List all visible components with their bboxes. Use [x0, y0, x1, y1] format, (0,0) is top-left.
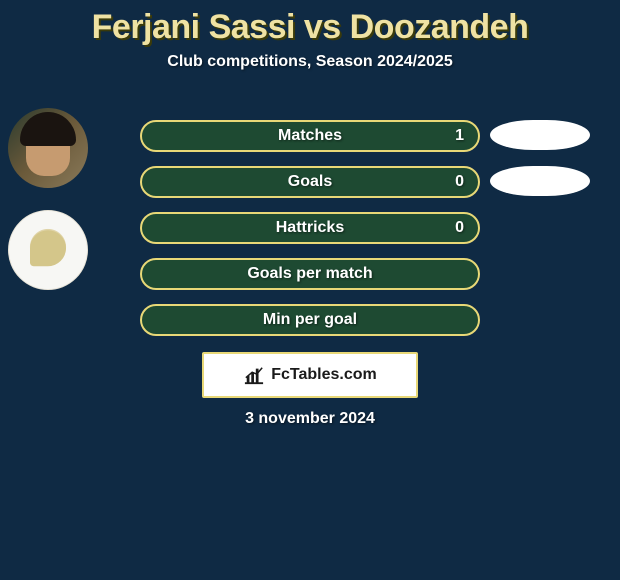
stat-label: Hattricks [276, 219, 344, 237]
stat-row-matches: Matches 1 [140, 120, 480, 152]
pill [490, 120, 590, 150]
stats-rows: Matches 1 Goals 0 Hattricks 0 Goals per … [140, 120, 480, 336]
source-logo-text: FcTables.com [271, 366, 377, 384]
stat-value: 0 [455, 219, 464, 237]
stat-row-goals: Goals 0 [140, 166, 480, 198]
stat-row-min-per-goal: Min per goal [140, 304, 480, 336]
stat-value: 1 [455, 127, 464, 145]
page-title: Ferjani Sassi vs Doozandeh [0, 0, 620, 51]
stat-row-hattricks: Hattricks 0 [140, 212, 480, 244]
subtitle: Club competitions, Season 2024/2025 [0, 53, 620, 71]
stat-label: Goals per match [247, 265, 372, 283]
avatar-hair [20, 112, 76, 146]
pill [490, 166, 590, 196]
avatar-doozandeh [8, 210, 88, 290]
source-logo-box: FcTables.com [202, 352, 418, 398]
title-text: Ferjani Sassi vs Doozandeh [92, 8, 529, 47]
stat-label: Matches [278, 127, 342, 145]
avatar-face [26, 120, 70, 176]
bar-chart-icon [243, 365, 265, 385]
stat-label: Min per goal [263, 311, 357, 329]
date-text: 3 november 2024 [0, 410, 620, 428]
club-crest-icon [18, 220, 78, 280]
right-pills [490, 120, 590, 196]
stat-row-goals-per-match: Goals per match [140, 258, 480, 290]
stat-value: 0 [455, 173, 464, 191]
stat-label: Goals [288, 173, 332, 191]
avatar-ferjani-sassi [8, 108, 88, 188]
avatars-column [8, 108, 88, 290]
comparison-infographic: Ferjani Sassi vs Doozandeh Club competit… [0, 0, 620, 580]
